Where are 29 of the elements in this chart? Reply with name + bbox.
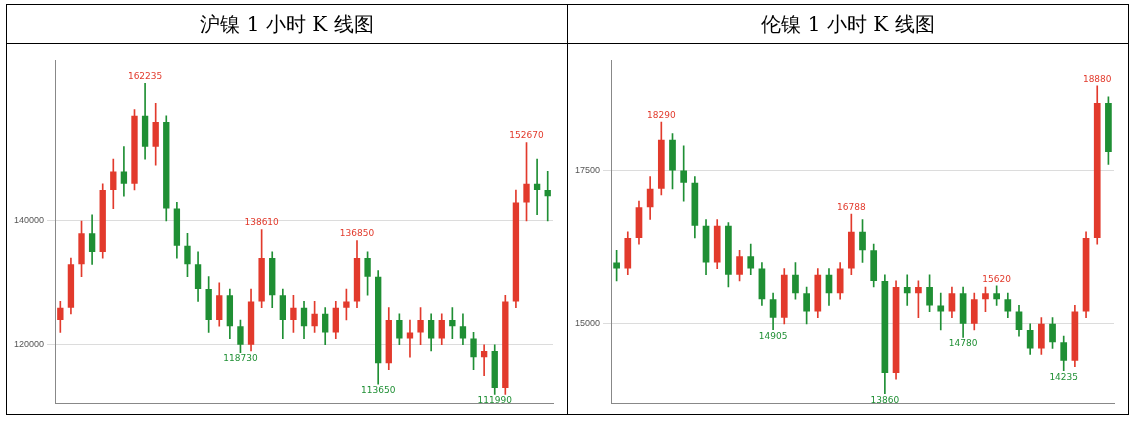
annotation: 162235	[127, 71, 163, 82]
annotation: 18290	[647, 109, 676, 120]
annotation: 152670	[509, 130, 544, 141]
candlestick	[680, 145, 688, 202]
candlestick	[544, 171, 551, 222]
annotation: 13860	[870, 394, 900, 405]
y-tick-label: 140000	[13, 215, 45, 226]
y-tick-label: 15000	[575, 318, 601, 329]
annotation: 118730	[223, 353, 258, 364]
candlestick	[937, 292, 945, 331]
annotation: 113650	[361, 384, 396, 395]
annotation: 136850	[339, 228, 375, 239]
annotation: 14905	[758, 330, 788, 341]
y-tick-label: 120000	[13, 339, 45, 350]
annotation: 14235	[1049, 371, 1079, 382]
candlestick	[533, 158, 541, 216]
annotation: 111990	[477, 395, 513, 406]
annotation: 15620	[982, 273, 1012, 284]
annotation: 16788	[837, 201, 866, 212]
candlestick	[120, 146, 128, 197]
annotation: 14780	[948, 338, 978, 349]
chart-title: 伦镍 1 小时 K 线图	[567, 4, 1129, 44]
chart-title: 沪镍 1 小时 K 线图	[6, 4, 568, 44]
candlestick	[406, 319, 414, 358]
y-tick-label: 17500	[575, 164, 601, 175]
annotation: 138610	[244, 217, 280, 228]
annotation: 18880	[1082, 73, 1112, 84]
candlestick	[480, 344, 488, 377]
candlestick	[903, 274, 911, 306]
